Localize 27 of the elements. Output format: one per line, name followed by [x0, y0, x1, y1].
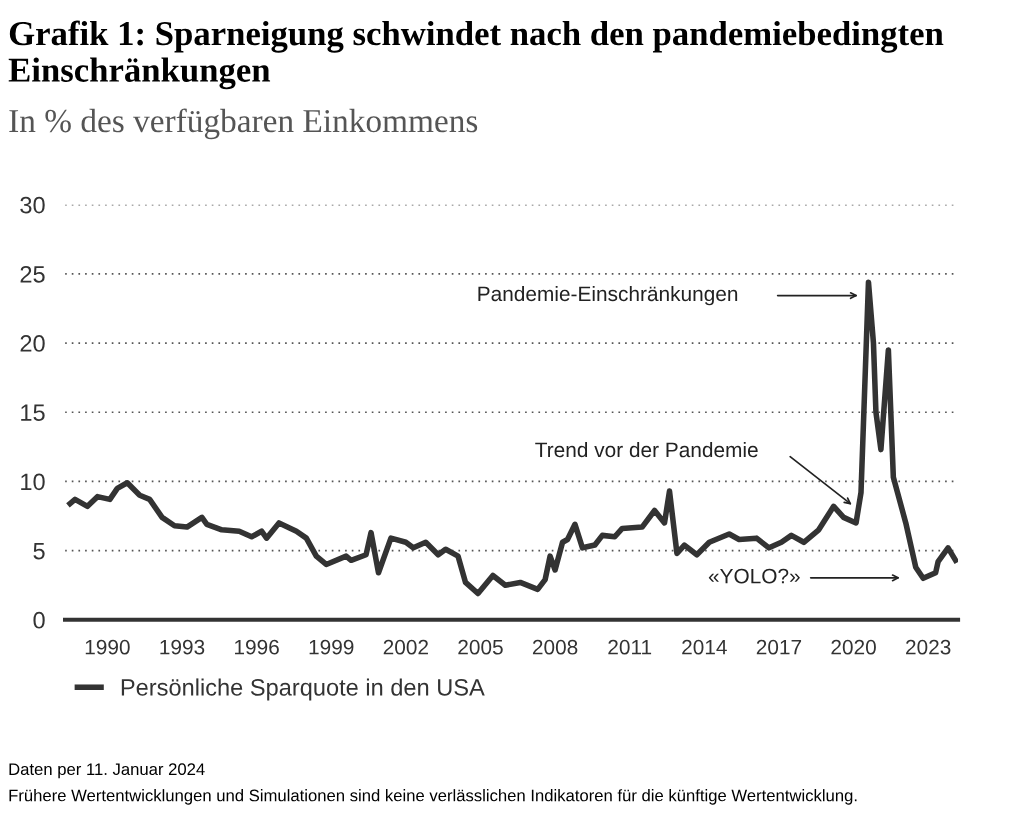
x-tick-label: 2023: [906, 639, 951, 655]
y-tick-label: 15: [21, 404, 45, 422]
y-tick-label: 20: [20, 335, 45, 352]
x-tick-label: 2005: [458, 639, 503, 655]
y-tick-label: 5: [33, 542, 45, 560]
text: Frühere Wertentwicklungen und Simulationen sind keine verlässlichen Indikatoren für die künftige Wertentwicklung.: [9, 789, 857, 805]
y-tick-label: 25: [20, 265, 45, 283]
chart-title: Grafik 1: Sparneigung schwindet nach den pandemiebedingten Einschränkungen: [8, 20, 944, 90]
annotation: Pandemie-Einschränkungen: [478, 285, 738, 306]
y-tick-label: 0: [33, 611, 45, 629]
annotation: Trend vor der Pandemie: [535, 441, 758, 458]
annotation: «YOLO?»: [708, 568, 800, 584]
x-tick-label: 1999: [309, 639, 354, 655]
x-tick-label: 2002: [383, 639, 428, 655]
chart-subtitle: In % des verfügbaren Einkommens: [9, 108, 478, 140]
x-tick-label: 1996: [235, 639, 279, 655]
x-tick-label: 2014: [682, 639, 727, 655]
x-tick-label: 2020: [831, 639, 876, 655]
x-tick-label: 2011: [608, 639, 652, 655]
y-tick-label: 10: [21, 473, 45, 491]
y-tick-label: 30: [20, 196, 45, 214]
x-tick-label: 2008: [532, 639, 578, 655]
x-tick-label: 2017: [756, 639, 802, 655]
x-tick-label: 1990: [85, 639, 130, 655]
x-tick-label: 1993: [160, 639, 205, 655]
legend-label: Persönliche Sparquote in den USA: [121, 678, 485, 701]
text: Daten per 11. Januar 2024: [9, 763, 205, 779]
